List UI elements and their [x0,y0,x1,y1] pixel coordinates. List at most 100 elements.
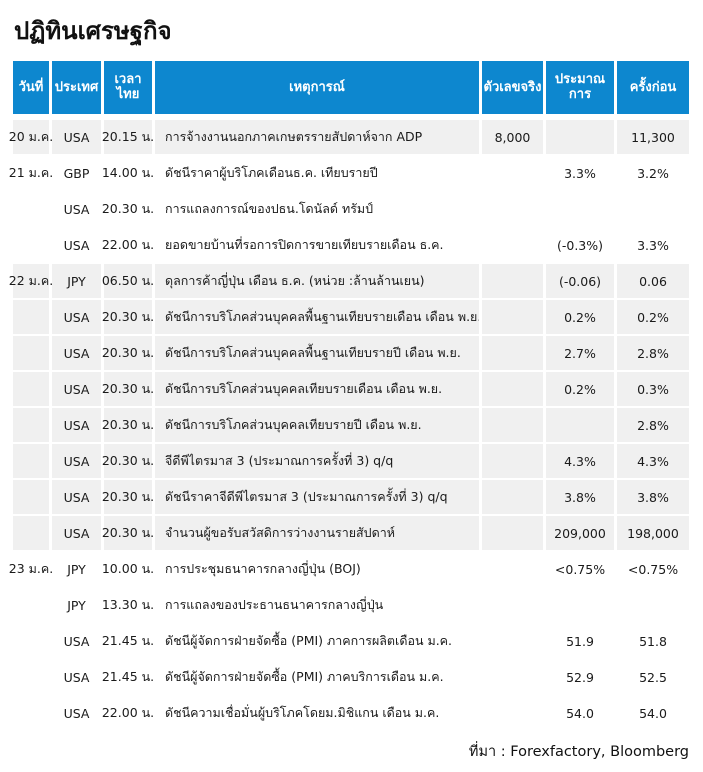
cell-event: การจ้างงานนอกภาคเกษตรรายสัปดาห์จาก ADP [155,120,479,155]
table-row: USA 20.30 น. ดัชนีการบริโภคส่วนบุคคลเทียบร… [13,408,689,443]
cell-event: การแถลงของประธานธนาคารกลางญี่ปุ่น [155,588,479,623]
cell-date [13,588,49,623]
cell-event: ดัชนีผู้จัดการฝ่ายจัดซื้อ (PMI) ภาคการผล… [155,624,479,659]
table-row: 20 ม.ค. USA 20.15 น. การจ้างงานนอกภาคเกษตรร… [9,120,689,155]
cell-estimate [546,120,614,155]
cell-date [13,660,49,695]
cell-date [13,192,49,227]
cell-time: 20.30 น. [102,408,154,443]
cell-previous [617,192,689,227]
cell-country: USA [52,480,101,515]
cell-previous: 198,000 [617,516,689,551]
cell-event: ดุลการค้าญี่ปุ่น เดือน ธ.ค. (หน่วย :ล้าน… [155,264,479,299]
cell-event: ดัชนีการบริโภคส่วนบุคคลเทียบรายเดือน เดื… [155,372,479,407]
cell-estimate [546,408,614,443]
cell-date [13,444,49,479]
cell-time: 13.30 น. [102,588,154,623]
cell-estimate: 3.3% [546,156,614,191]
cell-actual [482,624,543,659]
table-row: USA 20.30 น. ดัชนีการบริโภคส่วนบุคคลพื้นฐา… [13,300,689,335]
cell-actual [482,264,543,299]
cell-actual [482,516,543,551]
table-row: USA 20.30 น. ดัชนีการบริโภคส่วนบุคคลเทียบร… [13,372,689,407]
cell-event: ดัชนีราคาผู้บริโภคเดือนธ.ค. เทียบรายปี [155,156,479,191]
cell-previous: 3.8% [617,480,689,515]
cell-event: ดัชนีราคาจีดีพีไตรมาส 3 (ประมาณการครั้งท… [155,480,479,515]
cell-date [13,300,49,335]
cell-event: การแถลงการณ์ของปธน.โดนัลด์ ทรัมป์ [155,192,479,227]
cell-previous: 3.2% [617,156,689,191]
cell-time: 20.30 น. [102,444,154,479]
cell-previous: 2.8% [617,336,689,371]
cell-previous: <0.75% [617,552,689,587]
cell-time: 21.45 น. [102,660,154,695]
cell-previous: 11,300 [617,120,689,155]
cell-time: 20.15 น. [102,120,154,155]
cell-event: จำนวนผู้ขอรับสวัสดิการว่างงานรายสัปดาห์ [155,516,479,551]
cell-actual [482,480,543,515]
cell-estimate: 2.7% [546,336,614,371]
cell-time: 22.00 น. [102,696,154,731]
cell-date [13,336,49,371]
cell-time: 14.00 น. [102,156,154,191]
cell-country: USA [52,336,101,371]
cell-estimate: 4.3% [546,444,614,479]
column-header-actual: ตัวเลขจริง [482,61,543,115]
cell-date [13,372,49,407]
cell-event: การประชุมธนาคารกลางญี่ปุ่น (BOJ) [155,552,479,587]
cell-date [13,516,49,551]
cell-previous: 51.8 [617,624,689,659]
cell-time: 22.00 น. [102,228,154,263]
cell-country: USA [52,372,101,407]
table-row: 22 ม.ค. JPY 06.50 น. ดุลการค้าญี่ปุ่น เดือน… [9,264,689,299]
cell-country: JPY [52,552,101,587]
cell-country: USA [52,660,101,695]
cell-previous: 3.3% [617,228,689,263]
cell-time: 20.30 น. [102,336,154,371]
cell-event: ยอดขายบ้านที่รอการปิดการขายเทียบรายเดือน… [155,228,479,263]
source-note: ที่มา : Forexfactory, Bloomberg [468,744,689,761]
cell-previous: 0.2% [617,300,689,335]
column-header-country: ประเทศ [52,61,101,115]
cell-country: USA [52,624,101,659]
table-header-row: วันที่ ประเทศ เวลาไทย เหตุการณ์ ตัวเลขจร… [13,61,689,115]
cell-estimate: 0.2% [546,300,614,335]
cell-country: GBP [52,156,101,191]
cell-country: USA [52,408,101,443]
cell-actual [482,552,543,587]
cell-previous: 0.3% [617,372,689,407]
table-row: USA 21.45 น. ดัชนีผู้จัดการฝ่ายจัดซื้อ (PM… [13,660,689,695]
cell-date: 21 ม.ค. [9,156,53,191]
cell-estimate: <0.75% [546,552,614,587]
cell-event: ดัชนีการบริโภคส่วนบุคคลพื้นฐานเทียบรายเด… [155,300,479,335]
cell-time: 20.30 น. [102,192,154,227]
cell-country: USA [52,444,101,479]
cell-date [13,624,49,659]
table-row: 23 ม.ค. JPY 10.00 น. การประชุมธนาคารกลางญี่… [9,552,689,587]
cell-estimate: 3.8% [546,480,614,515]
column-header-time: เวลาไทย [104,61,152,115]
cell-actual [482,300,543,335]
cell-date: 20 ม.ค. [9,120,53,155]
column-header-previous: ครั้งก่อน [617,61,689,115]
table-row: USA 20.30 น. จำนวนผู้ขอรับสวัสดิการว่างงาน… [13,516,689,551]
cell-country: USA [52,516,101,551]
cell-estimate: 209,000 [546,516,614,551]
cell-actual [482,156,543,191]
table-row: USA 21.45 น. ดัชนีผู้จัดการฝ่ายจัดซื้อ (PM… [13,624,689,659]
cell-actual [482,372,543,407]
cell-country: JPY [52,264,101,299]
column-header-estimate: ประมาณการ [546,61,614,115]
cell-previous: 2.8% [617,408,689,443]
table-row: USA 22.00 น. ยอดขายบ้านที่รอการปิดการขายเท… [13,228,689,263]
cell-previous: 4.3% [617,444,689,479]
cell-event: ดัชนีความเชื่อมั่นผู้บริโภคโดยม.มิชิแกน … [155,696,479,731]
cell-country: USA [52,228,101,263]
cell-actual [482,336,543,371]
cell-estimate: (-0.06) [546,264,614,299]
cell-time: 20.30 น. [102,372,154,407]
table-row: USA 20.30 น. การแถลงการณ์ของปธน.โดนัลด์ ทร… [13,192,689,227]
cell-actual [482,444,543,479]
cell-event: ดัชนีผู้จัดการฝ่ายจัดซื้อ (PMI) ภาคบริกา… [155,660,479,695]
